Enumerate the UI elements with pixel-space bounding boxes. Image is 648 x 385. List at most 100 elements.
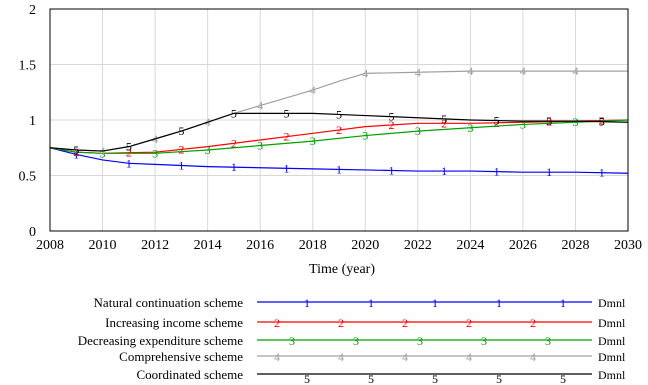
series-marker-3: 3 (257, 139, 263, 153)
legend-marker-5: 5 (496, 372, 502, 385)
series-line-1 (49, 147, 629, 174)
x-tick-label: 2010 (89, 238, 117, 253)
legend: Natural continuation scheme 1 1 1 1 1 Dmnl Incr… (78, 295, 626, 385)
series-marker-3: 3 (205, 143, 211, 157)
series-marker-5: 5 (494, 114, 500, 128)
legend-marker-2: 2 (338, 316, 344, 330)
series-marker-4: 4 (467, 64, 473, 78)
legend-marker-5: 5 (560, 372, 566, 385)
series-marker-1: 1 (126, 156, 132, 170)
x-tick-label: 2012 (141, 238, 169, 253)
series-marker-3: 3 (362, 129, 368, 143)
plot-area (49, 8, 629, 232)
series-marker-4: 4 (415, 65, 421, 79)
series-marker-4: 4 (257, 99, 263, 113)
legend-marker-3: 3 (545, 334, 551, 348)
series-marker-5: 5 (73, 143, 79, 157)
x-tick-label: 2024 (456, 238, 484, 253)
legend-marker-1: 1 (368, 296, 374, 310)
legend-marker-2: 2 (466, 316, 472, 330)
series-marker-3: 3 (415, 124, 421, 138)
series-marker-4: 4 (310, 83, 316, 97)
x-axis-label: Time (year) (309, 262, 375, 277)
x-tick-label: 2008 (36, 238, 64, 253)
series-marker-5: 5 (389, 110, 395, 124)
series-marker-4: 4 (572, 64, 578, 78)
series-marker-1: 1 (389, 164, 395, 178)
legend-label: Coordinated scheme (137, 367, 244, 382)
legend-marker-4: 4 (274, 350, 280, 364)
legend-label: Decreasing expenditure scheme (78, 333, 244, 348)
legend-marker-3: 3 (353, 334, 359, 348)
series-marker-1: 1 (494, 165, 500, 179)
series-marker-5: 5 (283, 106, 289, 120)
legend-marker-1: 1 (496, 296, 502, 310)
legend-marker-3: 3 (417, 334, 423, 348)
series-marker-1: 1 (336, 162, 342, 176)
legend-unit: Dmnl (598, 350, 626, 364)
x-tick-label: 2022 (404, 238, 432, 253)
legend-unit: Dmnl (598, 368, 626, 382)
y-tick-label: 2 (29, 3, 36, 18)
series-marker-2: 2 (494, 116, 500, 130)
legend-label: Increasing income scheme (105, 315, 243, 330)
series-marker-3: 3 (572, 115, 578, 129)
legend-marker-2: 2 (530, 316, 536, 330)
legend-marker-5: 5 (432, 372, 438, 385)
y-axis-tick-labels: 0 0.5 1 1.5 2 (19, 3, 37, 240)
series-marker-2: 2 (441, 116, 447, 130)
y-tick-label: 0.5 (19, 170, 37, 185)
legend-unit: Dmnl (598, 316, 626, 330)
x-axis-tick-labels: 2008 2010 2012 2014 2016 2018 2020 2022 2024 2026… (36, 238, 642, 253)
series-marker-4: 4 (362, 66, 368, 80)
series-marker-2: 2 (231, 136, 237, 150)
x-tick-label: 2016 (246, 238, 274, 253)
legend-marker-4: 4 (530, 350, 536, 364)
series-marker-5: 5 (441, 112, 447, 126)
legend-marker-3: 3 (289, 334, 295, 348)
series-marker-5: 5 (546, 114, 552, 128)
series-marker-4: 4 (520, 64, 526, 78)
y-tick-label: 1 (29, 114, 36, 129)
x-tick-label: 2020 (351, 238, 379, 253)
x-tick-label: 2030 (614, 238, 642, 253)
series-marker-1: 1 (178, 159, 184, 173)
x-tick-label: 2018 (299, 238, 327, 253)
series-line-3 (49, 119, 629, 154)
legend-marker-4: 4 (338, 350, 344, 364)
legend-marker-1: 1 (432, 296, 438, 310)
legend-marker-1: 1 (560, 296, 566, 310)
legend-marker-4: 4 (466, 350, 472, 364)
legend-label: Natural continuation scheme (94, 295, 244, 310)
series-marker-5: 5 (178, 124, 184, 138)
series-marker-1: 1 (231, 160, 237, 174)
series-marker-2: 2 (283, 130, 289, 144)
series-marker-5: 5 (336, 107, 342, 121)
series-marker-1: 1 (73, 147, 79, 161)
series-marker-5: 5 (126, 140, 132, 154)
series-marker-3: 3 (310, 134, 316, 148)
legend-marker-3: 3 (481, 334, 487, 348)
legend-unit: Dmnl (598, 296, 626, 310)
x-tick-label: 2026 (509, 238, 537, 253)
series-marker-2: 2 (389, 118, 395, 132)
series-line-5 (49, 112, 629, 152)
legend-unit: Dmnl (598, 334, 626, 348)
series-marker-3: 3 (467, 121, 473, 135)
x-tick-label: 2014 (194, 238, 222, 253)
legend-marker-4: 4 (402, 350, 408, 364)
legend-marker-1: 1 (304, 296, 310, 310)
legend-marker-5: 5 (304, 372, 310, 385)
series-marker-3: 3 (100, 146, 106, 160)
series-marker-5: 5 (231, 106, 237, 120)
series-marker-3: 3 (520, 117, 526, 131)
legend-marker-2: 2 (402, 316, 408, 330)
series-marker-3: 3 (152, 146, 158, 160)
legend-marker-2: 2 (274, 316, 280, 330)
series-marker-5: 5 (599, 115, 605, 129)
series-marker-2: 2 (336, 123, 342, 137)
series-marker-1: 1 (546, 165, 552, 179)
series-marker-1: 1 (441, 164, 447, 178)
